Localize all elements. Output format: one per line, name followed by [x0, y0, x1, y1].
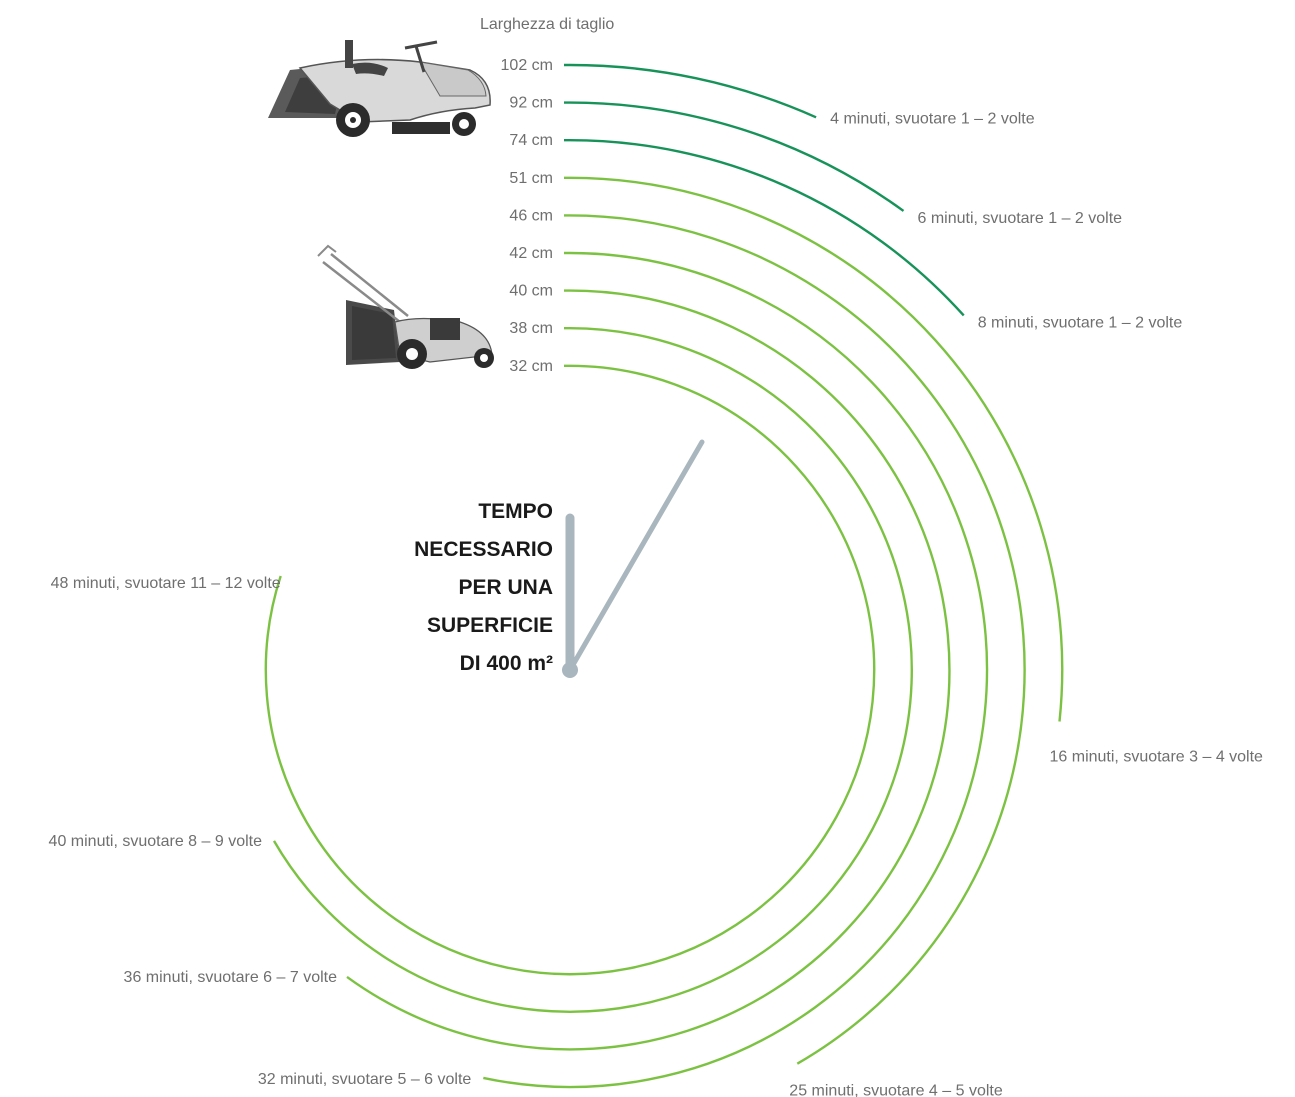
arc-92cm: [564, 101, 905, 212]
result-label: 25 minuti, svuotare 4 – 5 volte: [789, 1083, 1003, 1097]
title-line: SUPERFICIE: [427, 614, 553, 637]
clock-hands: [562, 439, 705, 678]
width-label: 40 cm: [509, 283, 553, 300]
arc-51cm: [564, 176, 1064, 722]
arc-32cm: [264, 364, 876, 976]
push-mower-icon: [317, 244, 494, 369]
width-label: 102 cm: [501, 57, 553, 74]
title-line: PER UNA: [458, 576, 553, 599]
title-line: NECESSARIO: [414, 538, 553, 561]
arcs-group: [264, 63, 1064, 1089]
result-label: 6 minuti, svuotare 1 – 2 volte: [918, 210, 1123, 227]
riding-mower-icon: [268, 40, 491, 137]
title-line: DI 400 m²: [460, 652, 553, 675]
result-label: 8 minuti, svuotare 1 – 2 volte: [978, 315, 1183, 332]
result-labels-group: 4 minuti, svuotare 1 – 2 volte 6 minuti, …: [49, 110, 1264, 1097]
width-label: 74 cm: [509, 132, 553, 149]
width-label: 38 cm: [509, 320, 553, 337]
arc-74cm: [564, 139, 965, 317]
width-label: 92 cm: [509, 95, 553, 112]
result-label: 40 minuti, svuotare 8 – 9 volte: [49, 833, 263, 850]
chart-title: TEMPO NECESSARIO PER UNA SUPERFICIE DI 4…: [414, 500, 553, 675]
clock-center-dot: [562, 662, 578, 678]
arc-38cm: [272, 327, 913, 1013]
width-label: 32 cm: [509, 358, 553, 375]
arc-42cm: [483, 251, 989, 1089]
width-label: 51 cm: [509, 170, 553, 187]
arc-40cm: [346, 289, 951, 1051]
width-labels-group: 102 cm 92 cm 74 cm 51 cm 46 cm 42 cm 40 cm 38 c…: [501, 57, 553, 375]
result-label: 32 minuti, svuotare 5 – 6 volte: [258, 1071, 472, 1088]
result-label: 16 minuti, svuotare 3 – 4 volte: [1050, 748, 1264, 765]
arc-102cm: [564, 63, 817, 119]
clock-hand-minute: [567, 439, 705, 673]
title-line: TEMPO: [478, 500, 553, 523]
result-label: 48 minuti, svuotare 11 – 12 volte: [51, 575, 281, 592]
result-label: 4 minuti, svuotare 1 – 2 volte: [830, 110, 1035, 127]
arc-46cm: [564, 214, 1026, 1065]
axis-label: Larghezza di taglio: [480, 16, 614, 33]
result-label: 36 minuti, svuotare 6 – 7 volte: [124, 969, 338, 986]
width-label: 46 cm: [509, 207, 553, 224]
width-label: 42 cm: [509, 245, 553, 262]
